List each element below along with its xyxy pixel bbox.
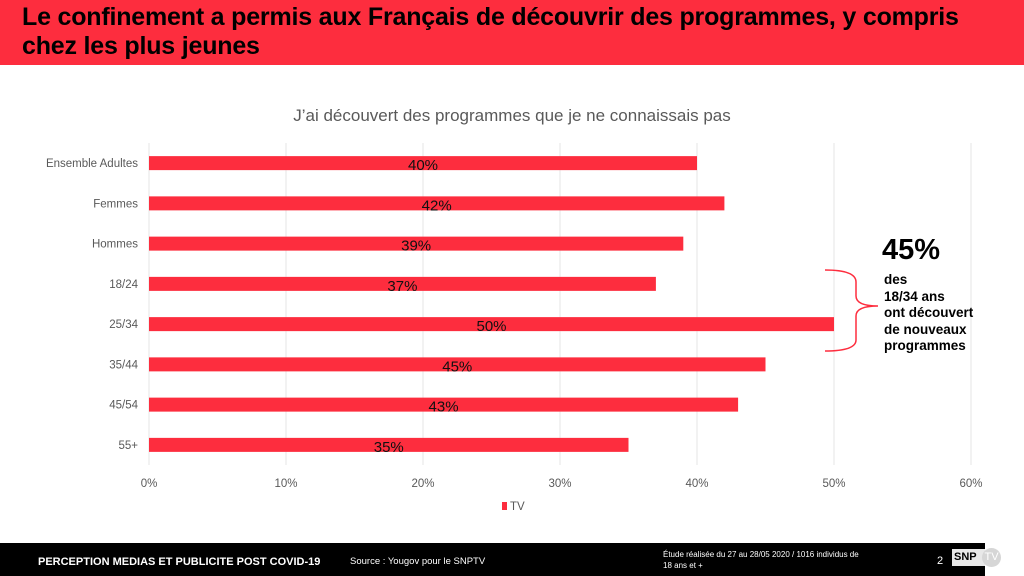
data-label: 43% [429,399,459,416]
bar [149,437,629,452]
callout-value: 45% [882,234,941,266]
data-label: 45% [442,358,472,375]
callout-text: des 18/34 ans ont découvert de nouveaux … [884,272,973,355]
x-tick-label: 40% [685,478,708,490]
x-tick-label: 60% [959,478,982,490]
bar [149,397,739,412]
header-banner: Le confinement a permis aux Français de … [0,0,1024,65]
bar [149,276,656,291]
bar [149,236,684,251]
x-tick-label: 30% [548,478,571,490]
x-tick-label: 0% [141,478,158,490]
category-label: Femmes [93,198,138,210]
category-label: Ensemble Adultes [46,158,138,170]
data-label: 37% [387,278,417,295]
legend-swatch [502,502,507,510]
logo-text-right: TV [982,548,1001,567]
footer-study-line: 18 ans et + [663,561,703,570]
bar [149,196,725,211]
page-title: Le confinement a permis aux Français de … [22,3,959,60]
category-label: 25/34 [109,319,138,331]
bar [149,156,697,171]
callout-line: des [884,272,908,287]
x-tick-label: 10% [274,478,297,490]
category-label: 55+ [118,440,138,452]
callout-line: 18/34 ans [884,288,945,304]
data-label: 40% [408,157,438,174]
page-number: 2 [937,555,944,567]
legend-label: TV [510,501,525,513]
bar-chart: 0% 10% 20% 30% 40% 50% 60% Ensemble Adultes 40% F… [46,143,983,513]
footer-bar [0,543,985,576]
callout-line: de nouveaux [884,321,967,337]
category-label: 35/44 [109,359,138,371]
data-label: 39% [401,238,431,255]
category-label: 18/24 [109,279,138,291]
chart-title: J’ai découvert des programmes que je ne … [293,106,731,125]
footer-study-line: Étude réalisée du 27 au 28/05 2020 / 101… [663,550,859,559]
x-tick-label: 50% [822,478,845,490]
footer-study-note: Étude réalisée du 27 au 28/05 2020 / 101… [663,549,883,571]
category-label: Hommes [92,239,138,251]
x-tick-label: 20% [411,478,434,490]
data-label: 42% [422,197,452,214]
logo-text-left: SNP [952,549,985,566]
bar [149,317,834,332]
data-label: 35% [374,439,404,456]
footer-source: Source : Yougov pour le SNPTV [350,556,486,567]
callout-line: ont découvert [884,305,974,320]
callout-line: programmes [884,338,966,353]
data-label: 50% [476,318,506,335]
bar [149,357,766,372]
footer-title: PERCEPTION MEDIAS ET PUBLICITE POST COVI… [38,556,321,568]
curly-bracket [824,269,879,352]
category-label: 45/54 [109,400,138,412]
